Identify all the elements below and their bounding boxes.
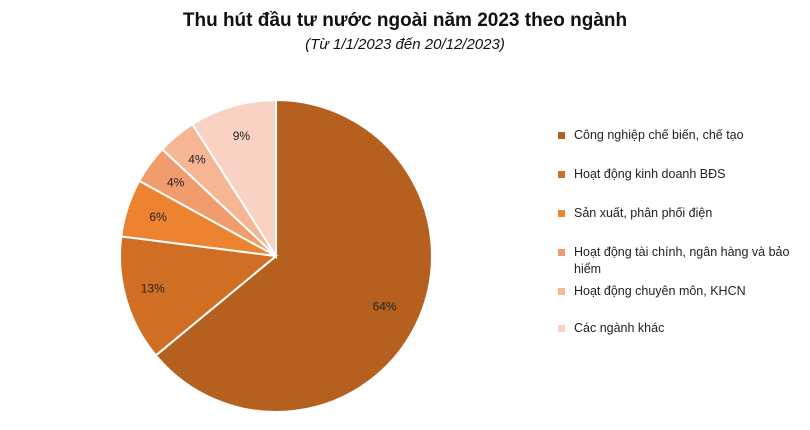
legend-swatch-2 (558, 210, 565, 217)
legend-label-2: Sản xuất, phân phối điện (574, 206, 713, 220)
legend-item-3: Hoạt động tài chính, ngân hàng và bảo hi… (558, 244, 798, 278)
slice-label-2: 6% (149, 210, 167, 224)
legend-item-4: Hoạt động chuyên môn, KHCN (558, 283, 798, 300)
legend-label-4: Hoạt động chuyên môn, KHCN (574, 284, 746, 298)
legend-swatch-0 (558, 132, 565, 139)
legend-item-1: Hoạt động kinh doanh BĐS (558, 166, 798, 183)
legend-label-5: Các ngành khác (574, 321, 665, 335)
chart-subtitle: (Từ 1/1/2023 đến 20/12/2023) (305, 36, 505, 53)
legend-swatch-4 (558, 288, 565, 295)
legend-item-5: Các ngành khác (558, 320, 798, 337)
slice-label-1: 13% (141, 282, 165, 296)
chart-title: Thu hút đầu tư nước ngoài năm 2023 theo … (182, 10, 628, 31)
legend-swatch-5 (558, 325, 565, 332)
legend-label-3: Hoạt động tài chính, ngân hàng và bảo hi… (574, 245, 790, 276)
chart-legend: Công nghiệp chế biến, chế tạo Hoạt động k… (558, 127, 798, 337)
slice-label-4: 4% (188, 153, 206, 167)
legend-swatch-3 (558, 249, 565, 256)
legend-item-0: Công nghiệp chế biến, chế tạo (558, 127, 798, 144)
slice-label-5: 9% (233, 129, 251, 143)
slice-label-3: 4% (167, 175, 185, 189)
slice-label-0: 64% (373, 299, 397, 313)
pie-slice-0 (154, 98, 433, 413)
legend-label-1: Hoạt động kinh doanh BĐS (574, 167, 726, 181)
legend-swatch-1 (558, 171, 565, 178)
pie-slice-5 (191, 98, 277, 260)
legend-item-2: Sản xuất, phân phối điện (558, 205, 798, 222)
legend-label-0: Công nghiệp chế biến, chế tạo (574, 128, 744, 142)
pie-slice-1 (119, 235, 279, 357)
